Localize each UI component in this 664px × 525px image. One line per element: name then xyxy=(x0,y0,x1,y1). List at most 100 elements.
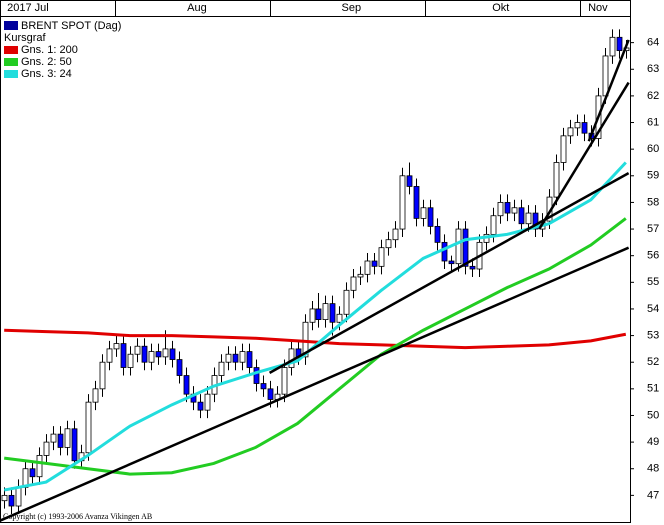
moving-average xyxy=(4,217,627,476)
trendline xyxy=(538,81,630,230)
y-tick-label: 58 xyxy=(647,196,659,208)
y-tick-label: 56 xyxy=(647,250,659,262)
y-tick-label: 55 xyxy=(647,276,659,288)
x-tick-label: Aug xyxy=(187,2,207,14)
plot-frame xyxy=(0,0,631,523)
candle-body xyxy=(511,207,518,214)
candle-body xyxy=(357,273,364,278)
legend-swatch xyxy=(4,21,18,30)
candle-body xyxy=(504,202,511,214)
candle-body xyxy=(364,260,371,275)
candle-body xyxy=(616,36,623,52)
legend-swatch xyxy=(4,58,18,66)
candle-body xyxy=(176,359,183,376)
candle-body xyxy=(399,175,406,230)
candle-body xyxy=(288,348,295,368)
candle-body xyxy=(497,202,504,217)
copyright: Copyright (c) 1993-2006 Avanza Vikingen … xyxy=(3,512,152,521)
candle-body xyxy=(253,367,260,384)
candle-body xyxy=(120,343,127,368)
candle-body xyxy=(134,345,141,355)
candle-body xyxy=(106,348,113,363)
candle-body xyxy=(322,303,329,321)
candle-body xyxy=(525,212,532,225)
candle-body xyxy=(169,348,176,360)
candle-body xyxy=(197,401,204,411)
y-tick-label: 54 xyxy=(647,303,659,315)
x-tick-label: Sep xyxy=(342,2,362,14)
candle-body xyxy=(267,388,274,400)
candle-body xyxy=(57,433,64,448)
candle-body xyxy=(29,468,36,478)
candle-body xyxy=(127,353,134,368)
candle-body xyxy=(518,207,525,225)
y-tick-label: 63 xyxy=(647,63,659,75)
candle-body xyxy=(448,260,455,265)
candle-body xyxy=(36,455,43,478)
candle-body xyxy=(315,308,322,320)
x-tick-label: Nov xyxy=(588,2,608,14)
candle-body xyxy=(553,162,560,198)
y-tick-label: 51 xyxy=(647,383,659,395)
y-tick-label: 59 xyxy=(647,170,659,182)
candle-body xyxy=(85,401,92,454)
candle-body xyxy=(420,207,427,219)
candle-body xyxy=(239,351,246,363)
y-tick-label: 60 xyxy=(647,143,659,155)
candle-body xyxy=(246,351,253,368)
candle-body xyxy=(602,55,609,97)
candle-body xyxy=(413,186,420,219)
candle-body xyxy=(560,135,567,163)
legend-label: Gns. 3: 24 xyxy=(21,68,72,80)
y-tick-label: 64 xyxy=(647,37,659,49)
y-tick-label: 62 xyxy=(647,90,659,102)
candle-body xyxy=(434,225,441,243)
y-tick-label: 53 xyxy=(647,329,659,341)
trendline xyxy=(0,246,630,522)
candle-body xyxy=(371,260,378,267)
x-tick-label: Okt xyxy=(492,2,509,14)
legend-swatch xyxy=(4,46,18,54)
candle-body xyxy=(218,361,225,376)
candle-body xyxy=(141,345,148,363)
candle-body xyxy=(92,388,99,403)
legend-label: Gns. 1: 200 xyxy=(21,44,78,56)
candle-body xyxy=(462,228,469,267)
y-tick-label: 50 xyxy=(647,409,659,421)
candle-body xyxy=(183,375,190,395)
candle-body xyxy=(148,351,155,363)
candle-body xyxy=(71,428,78,462)
legend-swatch xyxy=(4,70,18,78)
legend-label: Gns. 2: 50 xyxy=(21,56,72,68)
candle-body xyxy=(441,241,448,262)
chart-subtitle: Kursgraf xyxy=(4,32,47,44)
legend: BRENT SPOT (Dag) Kursgraf xyxy=(4,20,121,44)
candle-body xyxy=(225,353,232,363)
candle-body xyxy=(406,175,413,187)
candle-body xyxy=(302,321,309,358)
candle-body xyxy=(162,348,169,358)
chart-title: BRENT SPOT (Dag) xyxy=(21,20,121,32)
candle-body xyxy=(350,276,357,291)
candle-body xyxy=(155,351,162,358)
candle-body xyxy=(336,313,343,323)
candle-body xyxy=(113,343,120,350)
candle-body xyxy=(8,494,15,507)
candle-body xyxy=(567,127,574,137)
y-tick-label: 52 xyxy=(647,356,659,368)
candle-body xyxy=(281,367,288,395)
candle-body xyxy=(455,228,462,265)
y-tick-label: 47 xyxy=(647,489,659,501)
y-tick-label: 61 xyxy=(647,116,659,128)
candle-body xyxy=(490,215,497,235)
candle-body xyxy=(64,428,71,448)
candle-body xyxy=(609,36,616,57)
candle-body xyxy=(1,494,8,502)
y-tick-label: 49 xyxy=(647,436,659,448)
y-tick-label: 48 xyxy=(647,463,659,475)
candle-body xyxy=(581,122,588,134)
candle-body xyxy=(43,441,50,456)
marks xyxy=(0,29,630,522)
candle-body xyxy=(232,353,239,363)
